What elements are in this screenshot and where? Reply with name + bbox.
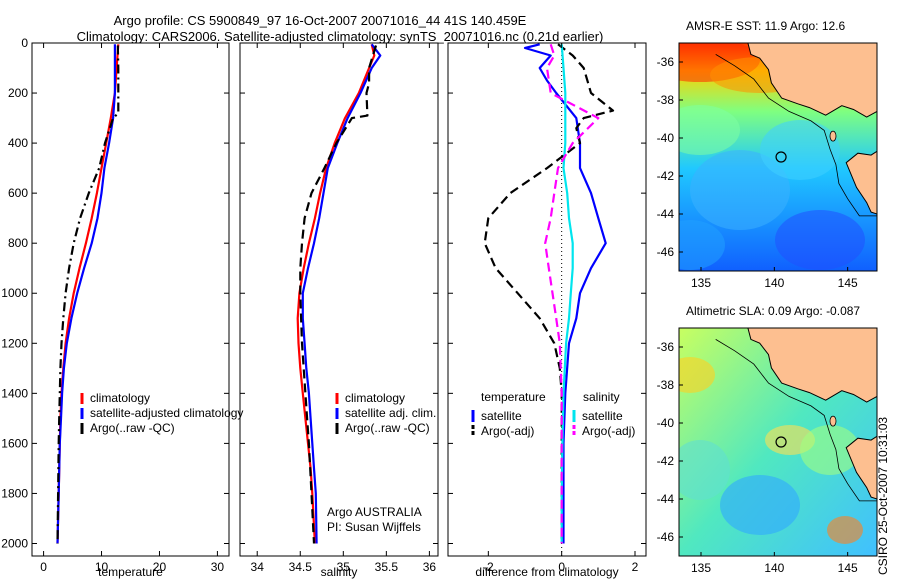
sst-anomaly-patch	[760, 120, 840, 180]
difference-xtick-label: 2	[632, 560, 639, 574]
sst-anomaly-patch	[679, 220, 725, 270]
sst-map-land-mass	[747, 43, 877, 215]
depth-tick-label: 2000	[1, 536, 28, 550]
depth-tick-label: 1400	[1, 386, 28, 400]
sla-map-lon-tick-label: 140	[764, 561, 784, 575]
salinity-xtick-label: 34.5	[289, 560, 313, 574]
sla-anomaly-patch	[679, 357, 715, 393]
sla-map-island	[829, 415, 837, 427]
sst-map-lat-tick-label: -42	[657, 169, 675, 183]
sla-anomaly-patch	[800, 425, 860, 475]
difference-xtick-label: 0	[558, 560, 565, 574]
sla-map-lat-tick-label: -40	[657, 416, 675, 430]
salinity-xtick-label: 35	[337, 560, 351, 574]
sla-map-lon-tick-label: 135	[691, 561, 711, 575]
temperature-series-0	[56, 44, 120, 544]
temperature-axes-frame	[31, 42, 230, 557]
difference-series-3	[544, 43, 600, 544]
difference-axes-frame	[447, 42, 647, 557]
sst-map-island	[829, 130, 837, 142]
figure-title-line2: Climatology: CARS2006. Satellite-adjuste…	[76, 29, 604, 44]
sst-map-shelf-contour	[715, 54, 877, 217]
salinity-xtick-label: 35.5	[375, 560, 399, 574]
difference-series-2	[560, 44, 574, 544]
salinity-xtick-label: 34	[251, 560, 265, 574]
temperature-legend-label: Argo(..raw -QC)	[90, 421, 175, 435]
depth-tick-label: 800	[8, 236, 28, 250]
difference-legend-label: satellite	[582, 409, 623, 423]
temperature-xlabel: temperature	[98, 565, 163, 579]
depth-tick-label: 1200	[1, 336, 28, 350]
sla-anomaly-patch	[827, 516, 863, 544]
sst-map-lat-tick-label: -36	[657, 55, 675, 69]
salinity-legend-label: climatology	[345, 391, 405, 405]
sla-map-lat-tick-label: -44	[657, 492, 675, 506]
sla-anomaly-patch	[679, 440, 730, 500]
temperature-series-2	[56, 45, 120, 544]
figure-title-line1: Argo profile: CS 5900849_97 16-Oct-2007 …	[113, 13, 527, 28]
sst-map-lat-tick-label: -46	[657, 245, 675, 259]
difference-series-1	[483, 43, 615, 544]
sst-map-lon-tick-label: 135	[691, 276, 711, 290]
sst-map-lon-tick-label: 140	[764, 276, 784, 290]
float-owner-label: Argo AUSTRALIA	[327, 505, 422, 519]
depth-tick-label: 400	[8, 136, 28, 150]
difference-legend-salinity-title: salinity	[583, 390, 620, 404]
salinity-legend-label: satellite adj. clim.	[345, 406, 436, 420]
depth-tick-label: 0	[21, 36, 28, 50]
sst-anomaly-patch	[679, 105, 740, 155]
sst-anomaly-patch	[775, 210, 865, 270]
sst-map-lat-tick-label: -40	[657, 131, 675, 145]
sst-anomaly-patch	[690, 150, 790, 230]
sst-map-lon-tick-label: 145	[838, 276, 858, 290]
sst-map-float-position-marker	[775, 151, 787, 163]
difference-legend-label: satellite	[481, 409, 522, 423]
depth-tick-label: 1800	[1, 486, 28, 500]
sst-map-title: AMSR-E SST: 11.9 Argo: 12.6	[686, 19, 846, 33]
temperature-xtick-label: 0	[40, 560, 47, 574]
sla-map-lat-tick-label: -42	[657, 454, 675, 468]
sla-map-title: Altimetric SLA: 0.09 Argo: -0.087	[686, 304, 861, 318]
float-pi-label: PI: Susan Wijffels	[327, 520, 421, 534]
difference-legend-label: Argo(-adj)	[582, 424, 635, 438]
depth-tick-label: 600	[8, 186, 28, 200]
salinity-legend-label: Argo(..raw -QC)	[345, 421, 430, 435]
sla-map-float-position-marker	[775, 436, 787, 448]
sla-map-lat-tick-label: -46	[657, 530, 675, 544]
sst-map-frame	[678, 42, 878, 272]
sla-map-frame	[678, 327, 878, 557]
salinity-xlabel: salinity	[321, 565, 358, 579]
sla-map-shelf-contour	[715, 339, 877, 502]
sst-map-field	[679, 43, 877, 271]
salinity-series-1	[301, 43, 382, 544]
sla-anomaly-patch	[720, 475, 800, 535]
sst-map-lat-tick-label: -44	[657, 207, 675, 221]
sst-map-lat-tick-label: -38	[657, 93, 675, 107]
temperature-xtick-label: 10	[95, 560, 109, 574]
difference-xlabel: difference from climatology	[475, 565, 618, 579]
salinity-axes-frame	[239, 42, 439, 557]
difference-legend-temperature-title: temperature	[481, 390, 546, 404]
depth-tick-label: 1600	[1, 436, 28, 450]
temperature-xtick-label: 20	[153, 560, 167, 574]
salinity-xtick-label: 36	[423, 560, 437, 574]
temperature-legend-label: climatology	[90, 391, 150, 405]
difference-legend-label: Argo(-adj)	[481, 424, 534, 438]
depth-tick-label: 1000	[1, 286, 28, 300]
salinity-series-0	[296, 44, 376, 544]
temperature-series-1	[56, 44, 117, 544]
sla-map-land-mass	[747, 328, 877, 500]
difference-xtick-label: -2	[483, 560, 494, 574]
temperature-legend-label: satellite-adjusted climatology	[90, 406, 243, 420]
difference-series-0	[523, 43, 607, 544]
salinity-series-2	[299, 45, 378, 544]
sla-map-lat-tick-label: -36	[657, 340, 675, 354]
sla-map-field	[679, 328, 877, 556]
temperature-xtick-label: 30	[211, 560, 225, 574]
sla-map-lat-tick-label: -38	[657, 378, 675, 392]
depth-tick-label: 200	[8, 86, 28, 100]
sla-map-lon-tick-label: 145	[838, 561, 858, 575]
